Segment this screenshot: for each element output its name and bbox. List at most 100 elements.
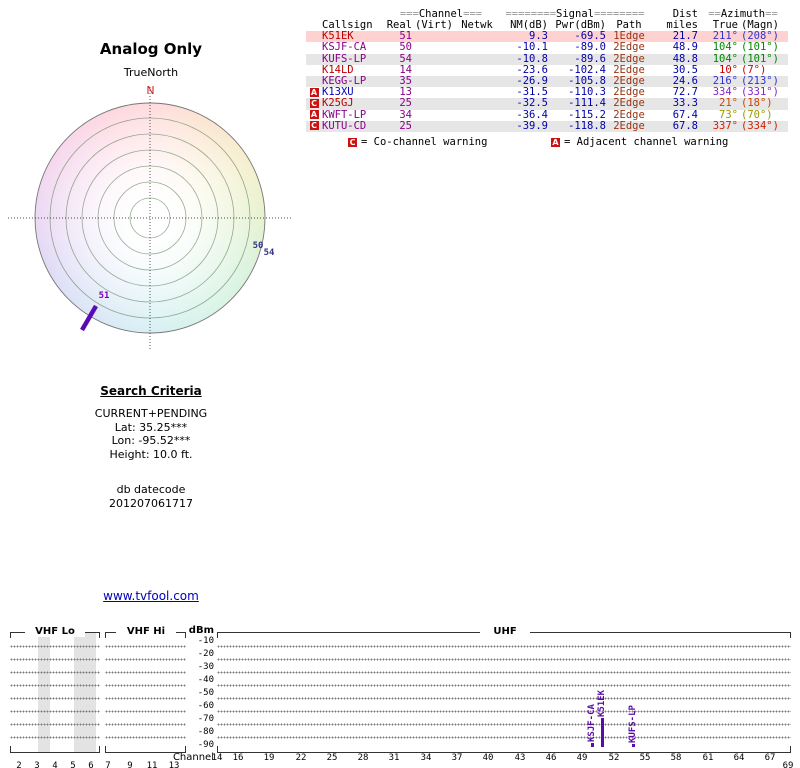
azimuth-magnetic: (18°) xyxy=(741,97,773,110)
vhf-hi-bottom-border xyxy=(105,752,186,753)
power-dbm: -110.3 xyxy=(568,86,606,99)
adjacent-badge: A xyxy=(551,137,560,147)
azimuth-magnetic: (70°) xyxy=(741,108,773,121)
chan-tick-25: 25 xyxy=(326,753,338,763)
signal-bar-kufs-lp xyxy=(632,744,635,747)
azimuth-true: 211° xyxy=(712,30,738,43)
distance-miles: 48.8 xyxy=(672,52,698,65)
radar-station-label-50: 50 xyxy=(252,241,264,251)
search-criteria: Search Criteria CURRENT+PENDING Lat: 35.… xyxy=(41,384,261,510)
station-table: ===Channel=== ========Signal======== Dis… xyxy=(306,8,788,132)
group-channel: ===Channel=== xyxy=(399,8,483,20)
signal-label-k51ek: K51EK xyxy=(597,689,607,717)
db-datecode-label: db datecode xyxy=(116,483,186,496)
chan-tick-19: 19 xyxy=(263,753,275,763)
chan-tick-9: 9 xyxy=(127,761,133,768)
col-virt: (Virt) xyxy=(415,19,453,32)
search-criteria-title: Search Criteria xyxy=(100,384,202,398)
band-label-uhf: UHF xyxy=(480,626,530,637)
azimuth-magnetic: (334°) xyxy=(741,119,779,132)
dbm-tick: -60 xyxy=(197,701,214,711)
uhf-bottom-border xyxy=(217,752,791,753)
table-group-header: ===Channel=== ========Signal======== Dis… xyxy=(306,8,788,20)
noise-margin: -31.5 xyxy=(516,86,548,99)
path-type: 2Edge xyxy=(613,63,645,76)
real-channel: 51 xyxy=(399,30,412,43)
callsign: KSJF-CA xyxy=(322,41,367,54)
warning-badge: C xyxy=(309,98,319,108)
callsign: K51EK xyxy=(322,30,354,43)
legend-adjacent-text: = Adjacent channel warning xyxy=(564,136,729,148)
chan-tick-34: 34 xyxy=(420,753,432,763)
noise-margin: -39.9 xyxy=(516,119,548,132)
chan-tick-4: 4 xyxy=(52,761,58,768)
station-row-kufs: KUFS-LP 54 -10.8 -89.6 2Edge 48.8 104° (… xyxy=(306,52,788,65)
station-row-kegg: KEGG-LP 35 -26.9 -105.8 2Edge 24.6 216° … xyxy=(306,75,788,88)
path-type: 2Edge xyxy=(613,52,645,65)
dbm-axis-label: dBm xyxy=(188,625,214,636)
channel-axis-label: Channel xyxy=(172,752,214,763)
vhf-lo-bottom-border xyxy=(10,752,100,753)
noise-margin: -10.1 xyxy=(516,41,548,54)
power-dbm: -105.8 xyxy=(568,75,606,88)
power-dbm: -69.5 xyxy=(574,30,606,43)
callsign: K13XU xyxy=(322,86,354,99)
north-marker: N xyxy=(146,84,155,97)
chan-tick-52: 52 xyxy=(608,753,620,763)
dbm-tick: -40 xyxy=(197,675,214,685)
band-label-vhf-hi: VHF Hi xyxy=(116,626,176,637)
distance-miles: 24.6 xyxy=(672,75,698,88)
real-channel: 34 xyxy=(399,108,412,121)
chan-tick-22: 22 xyxy=(295,753,307,763)
band-label-vhf-lo: VHF Lo xyxy=(25,626,85,637)
col-callsign: Callsign xyxy=(322,19,373,32)
distance-miles: 67.8 xyxy=(672,119,698,132)
chan-tick-49: 49 xyxy=(576,753,588,763)
callsign: KUFS-LP xyxy=(322,52,367,65)
azimuth-magnetic: (101°) xyxy=(741,52,779,65)
chan-tick-6: 6 xyxy=(88,761,94,768)
callsign: KWFT-LP xyxy=(322,108,367,121)
station-row-k14ld: K14LD 14 -23.6 -102.4 2Edge 30.5 10° (7°… xyxy=(306,63,788,76)
station-row-k25gj: C K25GJ 25 -32.5 -111.4 2Edge 33.3 21° (… xyxy=(306,97,788,110)
legend-adjacent: A = Adjacent channel warning xyxy=(551,136,728,148)
power-dbm: -89.0 xyxy=(574,41,606,54)
path-type: 2Edge xyxy=(613,119,645,132)
signal-bar-k51ek xyxy=(601,718,604,747)
station-row-k13xu: A K13XU 13 -31.5 -110.3 2Edge 72.7 334° … xyxy=(306,86,788,99)
chan-tick-40: 40 xyxy=(482,753,494,763)
dbm-tick: -50 xyxy=(197,688,214,698)
power-dbm: -115.2 xyxy=(568,108,606,121)
azimuth-true: 104° xyxy=(712,52,738,65)
col-nm: NM(dB) xyxy=(510,19,548,32)
station-row-kutu: C KUTU-CD 25 -39.9 -118.8 2Edge 67.8 337… xyxy=(306,119,788,132)
gridlines-uhf xyxy=(217,640,791,746)
path-type: 2Edge xyxy=(613,75,645,88)
warning-badge: A xyxy=(309,110,319,120)
chan-tick-69: 69 xyxy=(782,761,794,768)
azimuth-magnetic: (208°) xyxy=(741,30,779,43)
chan-tick-67: 67 xyxy=(764,753,776,763)
path-type: 2Edge xyxy=(613,97,645,110)
callsign: KUTU-CD xyxy=(322,119,367,132)
azimuth-magnetic: (331°) xyxy=(741,86,779,99)
dbm-tick: -80 xyxy=(197,727,214,737)
k51ek-direction-marker xyxy=(80,304,98,332)
distance-miles: 33.3 xyxy=(672,97,698,110)
real-channel: 54 xyxy=(399,52,412,65)
tvfool-link[interactable]: www.tvfool.com xyxy=(103,589,199,603)
warning-badge: A xyxy=(309,87,319,97)
real-channel: 25 xyxy=(399,97,412,110)
radar-station-label-51: 51 xyxy=(98,291,110,301)
chan-tick-11: 11 xyxy=(146,761,158,768)
signal-label-kufs-lp: KUFS-LP xyxy=(628,705,638,743)
distance-miles: 30.5 xyxy=(672,63,698,76)
noise-margin: -10.8 xyxy=(516,52,548,65)
azimuth-true: 216° xyxy=(712,75,738,88)
dbm-tick: -70 xyxy=(197,714,214,724)
chan-tick-46: 46 xyxy=(545,753,557,763)
criteria-lon: Lon: -95.52*** xyxy=(111,434,191,447)
power-dbm: -118.8 xyxy=(568,119,606,132)
chan-tick-13: 13 xyxy=(168,761,180,768)
